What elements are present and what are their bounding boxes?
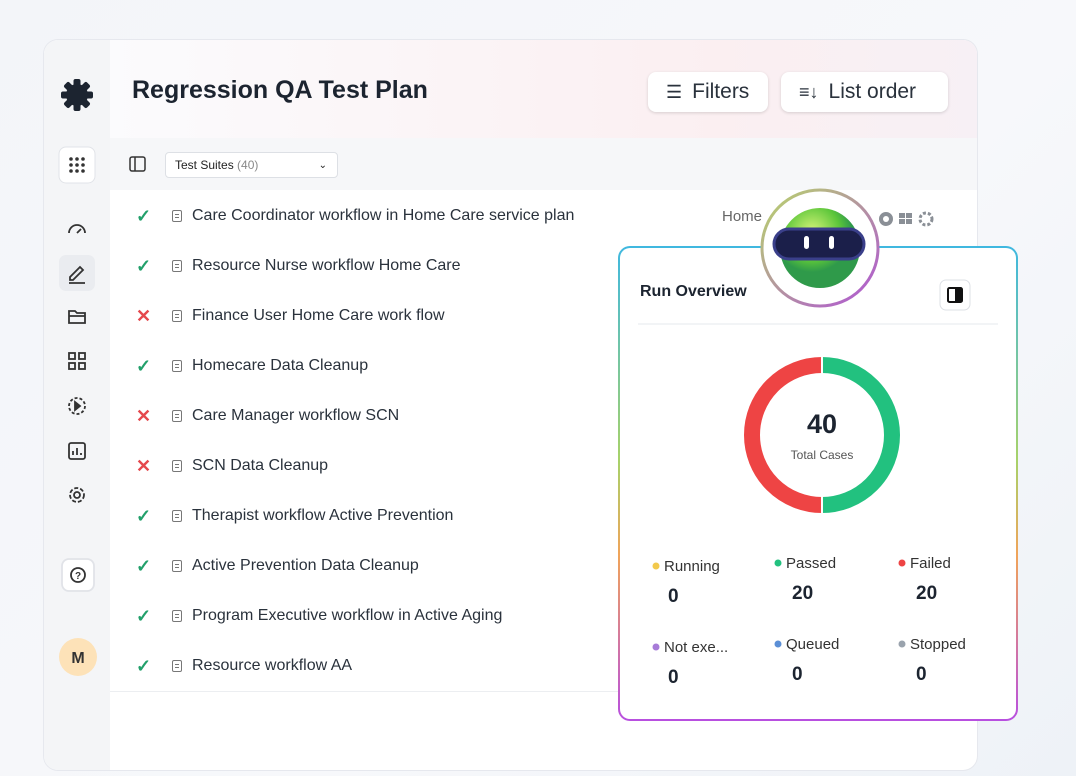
pass-icon: ✓ xyxy=(136,255,152,276)
run-overview-border: Run Overview 40 Total Cases Running 0 Passed… xyxy=(618,246,1018,721)
doc-icon xyxy=(172,610,182,622)
list-order-button[interactable]: ≡↓ List order xyxy=(781,72,948,112)
doc-icon xyxy=(172,560,182,572)
list-order-label: List order xyxy=(828,80,917,103)
test-name: Care Manager workflow SCN xyxy=(192,407,400,424)
stat-label: Not exe... xyxy=(664,639,728,656)
suites-label: Test Suites xyxy=(175,158,234,172)
fail-icon: ✕ xyxy=(136,405,152,426)
donut-segment xyxy=(821,357,900,513)
suites-count: (40) xyxy=(237,158,259,172)
pass-icon: ✓ xyxy=(136,605,152,626)
stat-label: Stopped xyxy=(910,636,966,653)
test-name: SCN Data Cleanup xyxy=(192,457,329,474)
doc-icon xyxy=(172,360,182,372)
stat-label: Passed xyxy=(786,555,836,572)
test-name: Homecare Data Cleanup xyxy=(192,357,369,374)
stat-label: Running xyxy=(664,558,720,575)
legend-dot xyxy=(898,559,906,567)
stat-value: 0 xyxy=(668,667,679,688)
help-icon: ? xyxy=(75,571,81,582)
avatar[interactable] xyxy=(59,638,97,676)
legend-dot xyxy=(652,643,660,651)
pass-icon: ✓ xyxy=(136,355,152,376)
fail-icon: ✕ xyxy=(136,305,152,326)
panel-title: Run Overview xyxy=(640,283,747,300)
doc-icon xyxy=(172,510,182,522)
test-tag: Home xyxy=(722,207,763,225)
doc-icon xyxy=(172,460,182,472)
logo xyxy=(61,79,93,111)
nav-icons[interactable] xyxy=(59,224,95,592)
donut-segment xyxy=(744,357,823,513)
stat-value: 0 xyxy=(668,586,679,607)
stat-label: Failed xyxy=(910,555,951,572)
run-overview: Run Overview 40 Total Cases Running 0 Passed… xyxy=(638,279,998,688)
test-name: Active Prevention Data Cleanup xyxy=(192,557,419,574)
pass-icon: ✓ xyxy=(136,555,152,576)
test-name: Resource workflow AA xyxy=(192,657,353,674)
stat-value: 20 xyxy=(792,583,813,604)
test-name: Program Executive workflow in Active Agi… xyxy=(192,607,503,624)
avatar-initial: M xyxy=(71,650,84,667)
panel-toggle[interactable] xyxy=(128,154,148,174)
filters-button[interactable]: ☰ Filters xyxy=(648,72,768,112)
test-name: Finance User Home Care work flow xyxy=(192,307,445,324)
run-overview-panel: Run Overview 40 Total Cases Running 0 Passed… xyxy=(620,248,1016,719)
apps-icon xyxy=(69,157,85,173)
legend-dot xyxy=(774,640,782,648)
stat-value: 0 xyxy=(916,664,927,685)
legend-dot xyxy=(774,559,782,567)
pass-icon: ✓ xyxy=(136,655,152,676)
stat-label: Queued xyxy=(786,636,839,653)
filters-label: Filters xyxy=(692,80,750,103)
legend-dot xyxy=(898,640,906,648)
total-label: Total Cases xyxy=(791,448,854,462)
pass-icon: ✓ xyxy=(136,505,152,526)
suites-dropdown[interactable]: Test Suites (40) ⌄ xyxy=(165,152,338,178)
fail-icon: ✕ xyxy=(136,455,152,476)
sidebar: ? M xyxy=(44,40,110,770)
doc-icon xyxy=(172,410,182,422)
pass-icon: ✓ xyxy=(136,205,152,226)
dock-icon-fill xyxy=(955,288,962,302)
platform-icons xyxy=(879,211,934,227)
stat-value: 20 xyxy=(916,583,937,604)
test-name: Resource Nurse workflow Home Care xyxy=(192,257,461,274)
test-name: Care Coordinator workflow in Home Care s… xyxy=(192,207,575,224)
test-row[interactable]: ✓ Care Coordinator workflow in Home Care … xyxy=(110,191,945,242)
legend-dot xyxy=(652,562,660,570)
doc-icon xyxy=(172,660,182,672)
doc-icon xyxy=(172,210,182,222)
doc-icon xyxy=(172,260,182,272)
test-name: Therapist workflow Active Prevention xyxy=(192,507,454,524)
sidebar-icons: ? M xyxy=(58,79,97,676)
page-title: Regression QA Test Plan xyxy=(132,76,428,104)
total-value: 40 xyxy=(807,409,837,439)
doc-icon xyxy=(172,310,182,322)
stat-value: 0 xyxy=(792,664,803,685)
